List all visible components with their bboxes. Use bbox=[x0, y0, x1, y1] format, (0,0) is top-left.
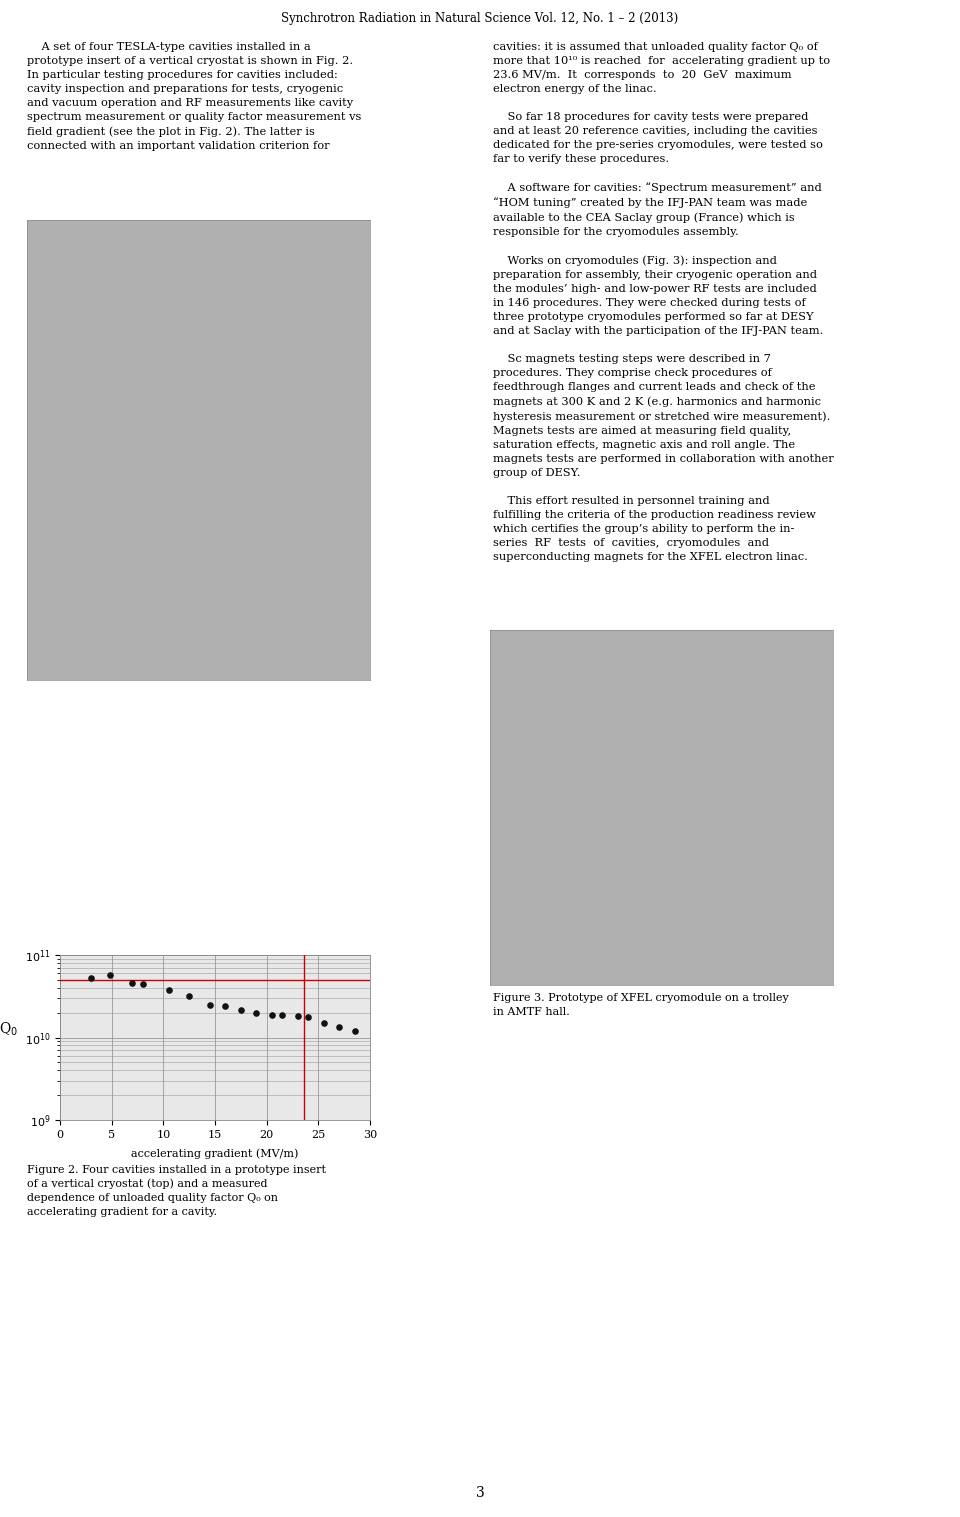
Point bbox=[135, 971, 151, 995]
Point bbox=[125, 971, 140, 995]
Point bbox=[316, 1010, 331, 1035]
Point bbox=[331, 1015, 347, 1039]
Point bbox=[275, 1003, 290, 1027]
Text: Figure 2. Four cavities installed in a prototype insert
of a vertical cryostat (: Figure 2. Four cavities installed in a p… bbox=[27, 1165, 326, 1217]
Text: cavities: it is assumed that unloaded quality factor Q₀ of
more that 10¹⁰ is rea: cavities: it is assumed that unloaded qu… bbox=[493, 42, 833, 561]
Point bbox=[203, 992, 218, 1016]
Y-axis label: Q$_0$: Q$_0$ bbox=[0, 1019, 17, 1038]
Point bbox=[264, 1003, 279, 1027]
Point bbox=[347, 1019, 362, 1044]
Point bbox=[161, 977, 177, 1001]
Point bbox=[218, 994, 233, 1018]
Point bbox=[84, 966, 99, 991]
Point bbox=[181, 983, 197, 1007]
Point bbox=[300, 1006, 316, 1030]
Text: 3: 3 bbox=[475, 1487, 485, 1500]
Point bbox=[102, 962, 117, 986]
Text: Figure 3. Prototype of XFEL cryomodule on a trolley
in AMTF hall.: Figure 3. Prototype of XFEL cryomodule o… bbox=[493, 994, 789, 1016]
Text: A set of four TESLA-type cavities installed in a
prototype insert of a vertical : A set of four TESLA-type cavities instal… bbox=[27, 42, 361, 150]
Text: accelerating gradient (MV/m): accelerating gradient (MV/m) bbox=[132, 1148, 299, 1159]
Text: Synchrotron Radiation in Natural Science Vol. 12, No. 1 – 2 (2013): Synchrotron Radiation in Natural Science… bbox=[281, 12, 679, 24]
Point bbox=[290, 1004, 305, 1029]
Point bbox=[249, 1001, 264, 1025]
Point bbox=[233, 998, 249, 1022]
